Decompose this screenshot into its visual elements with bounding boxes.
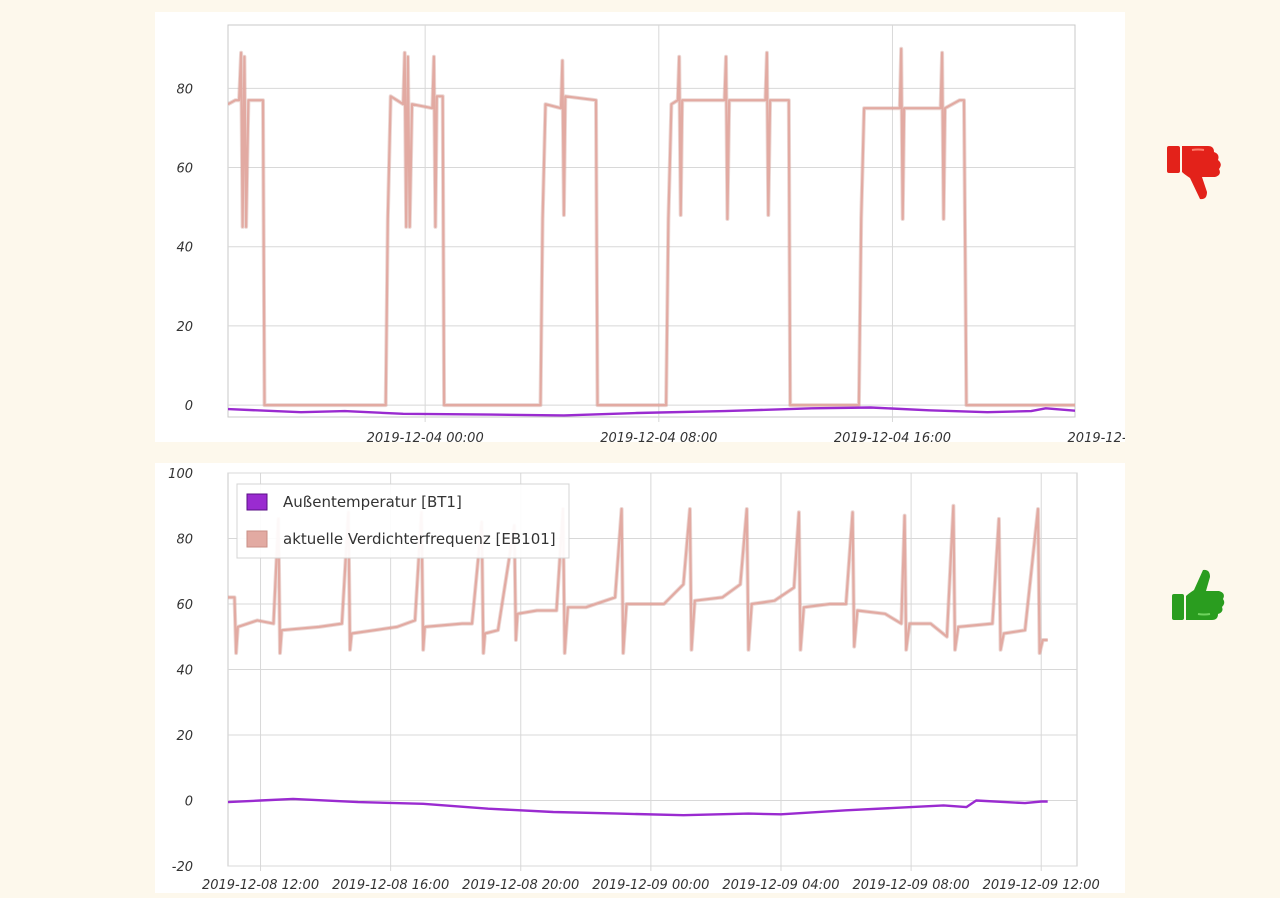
y-tick-label: 80 [176, 533, 193, 548]
y-tick-label: 40 [176, 241, 193, 256]
x-tick-label: 2019-12-08 16:00 [332, 878, 449, 893]
series-line-compressor-frequency [228, 47, 1075, 407]
thumbs-down-icon [1162, 138, 1228, 208]
legend-label: Außentemperatur [BT1] [283, 493, 462, 511]
y-tick-label: 40 [176, 664, 193, 679]
chart-panel-top: 0 20 40 60 80 2019-12-04 00:00 2019-12-04 08:0… [155, 12, 1185, 446]
y-tick-label: -20 [172, 860, 193, 875]
y-tick-label: 0 [185, 795, 193, 810]
series-line-outdoor-temperature [228, 406, 1075, 417]
x-tick-label: 2019-12-04 16:00 [834, 431, 951, 442]
thumbs-up-icon [1168, 566, 1230, 632]
x-tick-label: 2019-12-04 00:00 [367, 431, 484, 442]
x-tick-label: 2019-12-09 08:00 [853, 878, 970, 893]
y-tick-label: 80 [176, 82, 193, 97]
series-line-outdoor-temperature [228, 797, 1048, 817]
x-tick-label: 2019-12-08 20:00 [462, 878, 579, 893]
x-tick-label: 2019-12-04 08:00 [600, 431, 717, 442]
thumbs-down-shape [1167, 146, 1221, 200]
thumbs-up-shape [1172, 569, 1225, 620]
legend-swatch [246, 530, 268, 548]
x-tick-label: 2019-12-09 12:00 [983, 878, 1100, 893]
x-tick-label: 2019-12-08 12:00 [202, 878, 319, 893]
chart-panel-bottom: -20 0 20 40 60 80 100 2019-12-08 12:00 2019-12-0… [155, 463, 1125, 893]
x-tick-label: 2019-12-09 00:00 [592, 878, 709, 893]
y-tick-label: 60 [176, 162, 193, 177]
legend-box [236, 483, 570, 559]
legend: Außentemperatur [BT1] aktuelle Verdichter… [236, 483, 570, 559]
series-line-compressor-frequency [228, 504, 1048, 655]
x-tick-label: 2019-12-09 04:00 [722, 878, 839, 893]
legend-label: aktuelle Verdichterfrequenz [EB101] [283, 530, 556, 548]
y-tick-label: 20 [176, 729, 193, 744]
x-tick-label: 2019-12-05 00:00 [1068, 431, 1125, 442]
legend-swatch [246, 493, 268, 511]
y-tick-label: 60 [176, 598, 193, 613]
compressor-chart-top: 0 20 40 60 80 2019-12-04 00:00 2019-12-04 08:0… [176, 24, 1185, 446]
plot-area [227, 24, 1076, 418]
compressor-chart-bottom: -20 0 20 40 60 80 100 2019-12-08 12:00 2019-12-0… [168, 467, 1100, 893]
y-tick-label: 20 [176, 320, 193, 335]
y-tick-label: 100 [168, 467, 193, 482]
y-tick-label: 0 [185, 399, 193, 414]
